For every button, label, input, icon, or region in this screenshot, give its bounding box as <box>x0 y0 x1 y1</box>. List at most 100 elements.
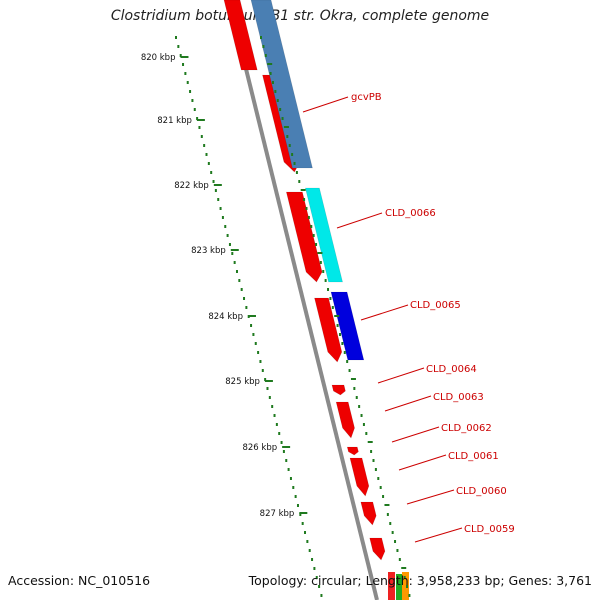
genome-backbone <box>227 0 379 600</box>
gc-mark <box>200 135 203 138</box>
gc-mark <box>267 63 273 65</box>
gc-mark <box>219 207 222 210</box>
gc-mark <box>295 171 298 174</box>
gc-mark <box>382 495 385 498</box>
scale-tick-label: 826 kbp <box>242 443 277 453</box>
gc-mark <box>289 477 292 480</box>
gc-mark <box>350 378 356 380</box>
gc-mark <box>394 540 397 543</box>
gc-mark <box>305 207 308 210</box>
gc-mark <box>175 36 177 39</box>
gc-mark <box>353 387 356 390</box>
gc-mark <box>214 189 217 192</box>
gc-mark <box>319 261 322 264</box>
gc-mark <box>374 468 377 471</box>
gc-mark <box>398 558 401 561</box>
gene-label-leader <box>377 367 425 384</box>
gc-mark <box>370 450 373 453</box>
gc-mark <box>320 594 323 597</box>
gc-mark <box>315 576 318 579</box>
gc-mark <box>288 144 291 147</box>
gc-mark <box>238 279 241 282</box>
gene-feature <box>349 457 370 497</box>
gc-mark <box>261 369 264 372</box>
gc-mark <box>231 252 234 255</box>
gc-mark <box>245 306 248 309</box>
gc-mark <box>184 72 187 75</box>
gc-mark <box>240 288 243 291</box>
gene-feature <box>402 572 409 600</box>
gc-mark <box>189 90 192 93</box>
gene-label: CLD_0064 <box>426 364 477 375</box>
gc-mark <box>313 567 316 570</box>
gc-mark <box>308 549 311 552</box>
gene-label: gcvPB <box>351 92 382 103</box>
gc-mark <box>292 486 295 489</box>
gc-mark <box>283 126 289 128</box>
gc-mark <box>348 369 351 372</box>
gc-mark <box>210 171 213 174</box>
gc-mark <box>291 153 294 156</box>
scale-tick-label: 825 kbp <box>225 377 260 387</box>
gc-mark <box>386 513 389 516</box>
gc-mark <box>365 432 368 435</box>
gc-mark <box>271 81 274 84</box>
gc-mark <box>207 162 210 165</box>
gene-label: CLD_0061 <box>448 451 499 462</box>
gc-mark <box>372 459 375 462</box>
gc-mark <box>338 333 341 336</box>
gc-mark <box>317 252 323 254</box>
scale-tick-label: 823 kbp <box>191 246 226 256</box>
gc-mark <box>233 261 236 264</box>
gc-mark <box>250 324 253 327</box>
gc-mark <box>322 270 325 273</box>
gc-mark <box>360 414 363 417</box>
gene-feature <box>223 0 258 71</box>
gc-mark <box>285 459 288 462</box>
gc-mark <box>315 243 318 246</box>
gc-mark <box>260 36 262 39</box>
gc-mark <box>269 72 272 75</box>
gc-mark <box>312 234 315 237</box>
scale-tick-label: 820 kbp <box>141 53 176 63</box>
gc-mark <box>279 108 282 111</box>
gc-mark <box>282 450 285 453</box>
gc-mark <box>362 423 365 426</box>
genome-title: Clostridium botulinum B1 str. Okra, comp… <box>110 8 490 24</box>
gc-mark <box>324 279 327 282</box>
gene-feature <box>388 572 395 600</box>
gc-mark <box>286 135 289 138</box>
gene-label: CLD_0059 <box>464 524 515 535</box>
gc-mark <box>179 54 182 57</box>
gc-mark <box>205 153 208 156</box>
gene-label: CLD_0066 <box>385 208 436 219</box>
gene-feature <box>396 574 402 600</box>
gc-mark <box>301 522 304 525</box>
gene-feature <box>285 191 323 283</box>
gene-label-leader <box>302 96 349 113</box>
gc-mark <box>268 396 271 399</box>
gc-mark <box>310 225 313 228</box>
gc-mark <box>389 522 392 525</box>
gene-label: CLD_0063 <box>433 392 484 403</box>
gene-feature <box>360 501 377 526</box>
gene-label-leader <box>406 489 455 505</box>
gc-mark <box>224 225 227 228</box>
gene-feature <box>250 0 313 169</box>
gene-label-leader <box>391 426 440 443</box>
gc-mark <box>259 360 262 363</box>
gc-mark <box>406 585 409 588</box>
scale-tick-label: 821 kbp <box>157 116 192 126</box>
gene-feature <box>331 384 346 396</box>
gc-mark <box>280 441 283 444</box>
gc-mark <box>193 108 196 111</box>
gc-mark <box>403 576 406 579</box>
gc-mark <box>304 531 307 534</box>
gc-mark <box>275 423 278 426</box>
gc-mark <box>264 378 267 381</box>
gene-label-leader <box>336 212 383 229</box>
gene-label: CLD_0065 <box>410 300 461 311</box>
gc-mark <box>384 504 390 506</box>
gc-mark <box>298 180 301 183</box>
